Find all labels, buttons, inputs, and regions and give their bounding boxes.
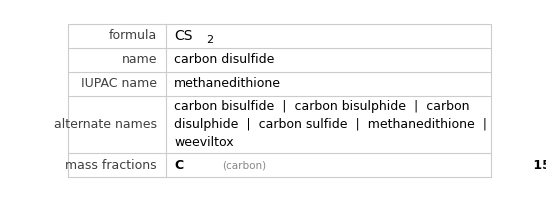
Text: alternate names: alternate names <box>54 118 157 131</box>
Text: 2: 2 <box>206 35 213 45</box>
Text: methanedithione: methanedithione <box>174 77 281 90</box>
Text: IUPAC name: IUPAC name <box>81 77 157 90</box>
Text: carbon disulfide: carbon disulfide <box>174 53 275 66</box>
Text: CS: CS <box>174 29 193 43</box>
Text: (carbon): (carbon) <box>222 160 266 170</box>
Text: 15.8%: 15.8% <box>529 159 546 172</box>
Text: C: C <box>174 159 183 172</box>
Text: mass fractions: mass fractions <box>66 159 157 172</box>
Text: name: name <box>122 53 157 66</box>
Text: carbon bisulfide  |  carbon bisulphide  |  carbon
disulphide  |  carbon sulfide : carbon bisulfide | carbon bisulphide | c… <box>174 100 487 149</box>
Text: formula: formula <box>109 29 157 42</box>
